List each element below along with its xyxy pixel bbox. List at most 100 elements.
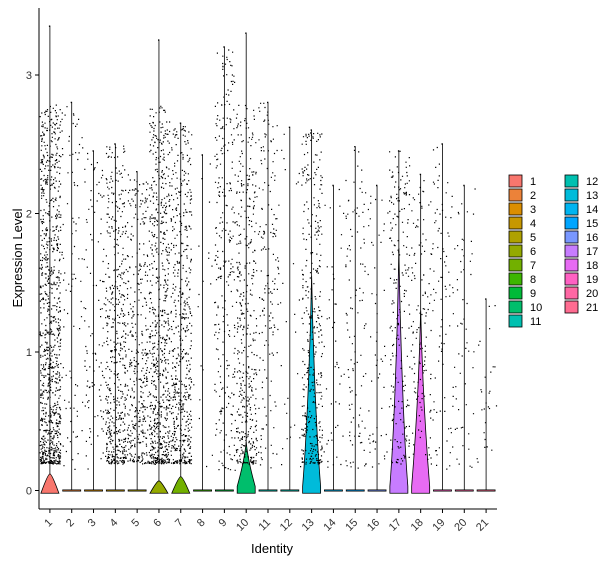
legend-item-6: 6	[508, 244, 536, 258]
legend-swatch	[508, 300, 523, 314]
violin-4	[105, 489, 125, 492]
x-tick-label-5: 5	[129, 517, 142, 530]
legend-swatch	[508, 258, 523, 272]
x-tick-label-15: 15	[343, 517, 360, 534]
x-tick-label-19: 19	[430, 517, 447, 534]
x-axis-title: Identity	[251, 541, 293, 556]
jitter-points-11	[257, 101, 280, 469]
legend-label: 7	[530, 260, 536, 272]
legend-swatch	[564, 188, 579, 202]
legend-swatch	[508, 286, 523, 300]
legend-item-11: 11	[508, 314, 541, 328]
x-tick-label-18: 18	[409, 517, 426, 534]
violin-17	[389, 248, 409, 494]
x-tick-label-12: 12	[278, 517, 295, 534]
jitter-points-4	[105, 143, 127, 465]
x-tick-label-4: 4	[108, 517, 121, 530]
violin-20	[454, 489, 474, 492]
legend-swatch	[564, 230, 579, 244]
x-tick-label-1: 1	[42, 517, 55, 530]
y-tick-label: 1	[26, 347, 32, 359]
legend-swatch	[508, 314, 523, 328]
y-tick-label: 2	[26, 209, 32, 221]
jitter-points-19	[432, 143, 454, 470]
jitter-points-layer	[39, 25, 498, 471]
legend-swatch	[508, 244, 523, 258]
x-tick-label-6: 6	[151, 517, 164, 530]
legend-item-3: 3	[508, 202, 536, 216]
jitter-points-16	[367, 184, 389, 468]
legend-label: 21	[586, 302, 598, 314]
legend-item-8: 8	[508, 272, 536, 286]
x-tick-label-21: 21	[474, 517, 491, 534]
jitter-points-12	[280, 126, 302, 468]
legend-item-2: 2	[508, 188, 536, 202]
violin-layer	[40, 26, 496, 494]
violin-13	[302, 275, 322, 494]
legend-swatch	[508, 230, 523, 244]
jitter-points-21	[476, 298, 498, 463]
violin-3	[84, 489, 103, 492]
x-tick-label-2: 2	[64, 517, 77, 530]
legend-swatch	[564, 272, 579, 286]
legend-item-12: 12	[564, 174, 598, 188]
legend-item-15: 15	[564, 216, 598, 230]
violin-6	[149, 480, 169, 494]
jitter-points-10	[235, 32, 258, 465]
legend-item-20: 20	[564, 286, 598, 300]
x-tick-label-17: 17	[387, 517, 404, 534]
violin-18	[411, 310, 431, 494]
legend-label: 10	[530, 302, 542, 314]
legend-swatch	[508, 216, 523, 230]
jitter-points-8	[193, 154, 213, 468]
legend-item-9: 9	[508, 286, 536, 300]
jitter-points-14	[323, 184, 345, 468]
legend-label: 13	[586, 190, 598, 202]
legend-swatch	[508, 188, 523, 202]
x-tick-label-13: 13	[300, 517, 317, 534]
legend-label: 16	[586, 232, 598, 244]
legend-label: 6	[530, 246, 536, 258]
legend-item-13: 13	[564, 188, 598, 202]
legend-item-10: 10	[508, 300, 542, 314]
y-axis-title: Expression Level	[10, 208, 25, 307]
legend-swatch	[564, 202, 579, 216]
legend-label: 8	[530, 274, 536, 286]
legend-swatch	[564, 258, 579, 272]
violin-5	[127, 489, 147, 492]
y-axis-ticks: 0 1 2 3	[26, 70, 39, 498]
legend-item-18: 18	[564, 258, 598, 272]
legend-item-14: 14	[564, 202, 598, 216]
legend-item-19: 19	[564, 272, 598, 286]
jitter-points-7	[170, 122, 193, 465]
x-tick-label-9: 9	[217, 517, 230, 530]
x-axis-ticks: 1 2 3 4 5 6 7 8 9 10 11 12 13 14 15 16 17 18 19 20 21	[42, 509, 491, 534]
legend-item-7: 7	[508, 258, 536, 272]
violin-15	[345, 489, 365, 492]
legend-swatch	[564, 286, 579, 300]
legend-swatch	[564, 300, 579, 314]
legend-item-1: 1	[508, 174, 536, 188]
legend-swatch	[508, 272, 523, 286]
jitter-points-2	[61, 101, 84, 470]
violin-8	[193, 489, 212, 492]
legend-label: 3	[530, 204, 536, 216]
violin-14	[324, 489, 343, 492]
violin-2	[62, 489, 82, 492]
x-tick-label-20: 20	[452, 517, 469, 534]
violin-7	[171, 476, 191, 494]
violin-11	[258, 489, 278, 492]
legend-item-5: 5	[508, 230, 536, 244]
legend-label: 5	[530, 232, 536, 244]
jitter-points-6	[148, 39, 171, 465]
violin-9	[214, 489, 234, 492]
y-tick-label: 0	[26, 486, 32, 498]
x-tick-label-10: 10	[234, 517, 251, 534]
x-tick-label-16: 16	[365, 517, 382, 534]
legend-label: 14	[586, 204, 598, 216]
violin-19	[433, 489, 452, 492]
legend-item-4: 4	[508, 216, 536, 230]
legend-label: 20	[586, 288, 598, 300]
violin-12	[280, 489, 300, 492]
